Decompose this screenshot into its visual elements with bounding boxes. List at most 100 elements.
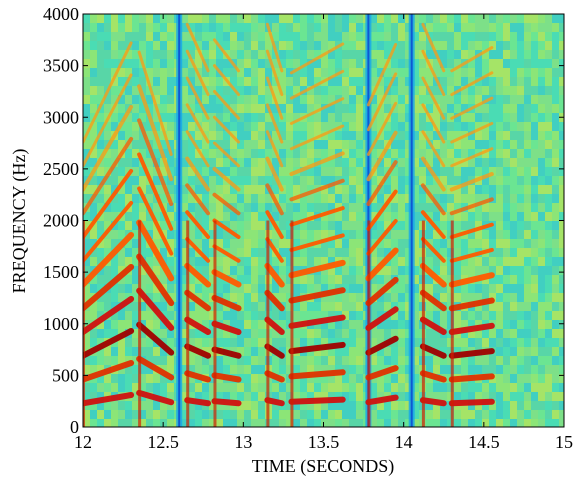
noise-cell — [552, 329, 559, 338]
noise-cell — [244, 32, 251, 41]
noise-cell — [146, 149, 153, 158]
noise-cell — [496, 383, 503, 392]
noise-cell — [517, 383, 524, 392]
noise-cell — [216, 23, 223, 32]
noise-cell — [300, 131, 307, 140]
noise-cell — [349, 311, 356, 320]
noise-cell — [97, 203, 104, 212]
noise-cell — [195, 365, 202, 374]
noise-cell — [160, 374, 167, 383]
noise-cell — [104, 383, 111, 392]
noise-cell — [202, 239, 209, 248]
noise-cell — [125, 68, 132, 77]
noise-cell — [202, 248, 209, 257]
noise-cell — [132, 293, 139, 302]
noise-cell — [202, 32, 209, 41]
harmonic-band — [366, 189, 398, 231]
noise-cell — [426, 14, 433, 23]
noise-cell — [153, 167, 160, 176]
noise-cell — [482, 104, 489, 113]
noise-cell — [132, 230, 139, 239]
noise-cell — [216, 311, 223, 320]
noise-cell — [230, 194, 237, 203]
noise-cell — [531, 356, 538, 365]
noise-cell — [475, 194, 482, 203]
harmonic-band — [265, 49, 284, 97]
noise-cell — [251, 122, 258, 131]
harmonic-band — [419, 289, 447, 312]
noise-cell — [426, 77, 433, 86]
noise-cell — [426, 248, 433, 257]
noise-cell — [132, 113, 139, 122]
noise-cell — [230, 311, 237, 320]
noise-cell — [223, 32, 230, 41]
noise-cell — [454, 419, 461, 427]
noise-cell — [370, 221, 377, 230]
noise-cell — [370, 131, 377, 140]
noise-cell — [398, 293, 405, 302]
noise-cell — [531, 86, 538, 95]
noise-cell — [496, 275, 503, 284]
noise-cell — [433, 158, 440, 167]
noise-cell — [405, 86, 412, 95]
noise-cell — [258, 203, 265, 212]
noise-cell — [153, 176, 160, 185]
noise-cell — [440, 248, 447, 257]
noise-cell — [356, 311, 363, 320]
noise-cell — [258, 221, 265, 230]
noise-cell — [342, 149, 349, 158]
noise-cell — [223, 122, 230, 131]
harmonic-band — [450, 96, 494, 120]
noise-cell — [461, 167, 468, 176]
noise-cell — [188, 221, 195, 230]
noise-cell — [405, 383, 412, 392]
noise-cell — [517, 221, 524, 230]
noise-cell — [538, 104, 545, 113]
noise-cell — [195, 77, 202, 86]
noise-cell — [440, 275, 447, 284]
noise-cell — [111, 239, 118, 248]
y-tick-label: 1500 — [43, 262, 79, 282]
noise-cell — [531, 14, 538, 23]
noise-cell — [559, 266, 564, 275]
noise-cell — [314, 95, 321, 104]
noise-cell — [307, 149, 314, 158]
noise-cell — [391, 302, 398, 311]
noise-cell — [307, 221, 314, 230]
noise-cell — [181, 392, 188, 401]
noise-cell — [83, 365, 90, 374]
noise-cell — [531, 50, 538, 59]
noise-cell — [160, 248, 167, 257]
noise-cell — [111, 185, 118, 194]
noise-cell — [405, 419, 412, 427]
noise-cell — [391, 239, 398, 248]
noise-cell — [461, 248, 468, 257]
noise-cell — [461, 392, 468, 401]
harmonic-band — [83, 200, 134, 263]
noise-cell — [349, 140, 356, 149]
noise-cell — [321, 239, 328, 248]
noise-cell — [559, 14, 564, 23]
noise-cell — [139, 239, 146, 248]
noise-cell — [111, 23, 118, 32]
noise-cell — [538, 158, 545, 167]
noise-cell — [454, 212, 461, 221]
noise-cell — [111, 419, 118, 427]
harmonic-band — [420, 210, 446, 240]
noise-cell — [195, 104, 202, 113]
noise-cell — [482, 194, 489, 203]
noise-cell — [272, 410, 279, 419]
noise-cell — [244, 221, 251, 230]
noise-cell — [223, 104, 230, 113]
noise-cell — [552, 356, 559, 365]
noise-cell — [559, 248, 564, 257]
noise-cell — [454, 131, 461, 140]
y-tick-label: 3000 — [43, 107, 79, 127]
noise-cell — [468, 383, 475, 392]
harmonic-band — [265, 103, 284, 144]
noise-cell — [237, 266, 244, 275]
noise-cell — [349, 113, 356, 122]
noise-cell — [384, 410, 391, 419]
noise-cell — [307, 95, 314, 104]
noise-cell — [146, 383, 153, 392]
